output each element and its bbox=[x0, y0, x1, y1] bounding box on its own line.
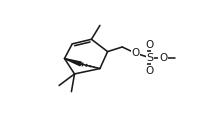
Polygon shape bbox=[65, 59, 81, 66]
Text: O: O bbox=[146, 66, 154, 76]
Text: O: O bbox=[159, 53, 167, 63]
Text: O: O bbox=[131, 48, 139, 58]
Text: S: S bbox=[146, 53, 154, 63]
Text: O: O bbox=[146, 40, 154, 50]
